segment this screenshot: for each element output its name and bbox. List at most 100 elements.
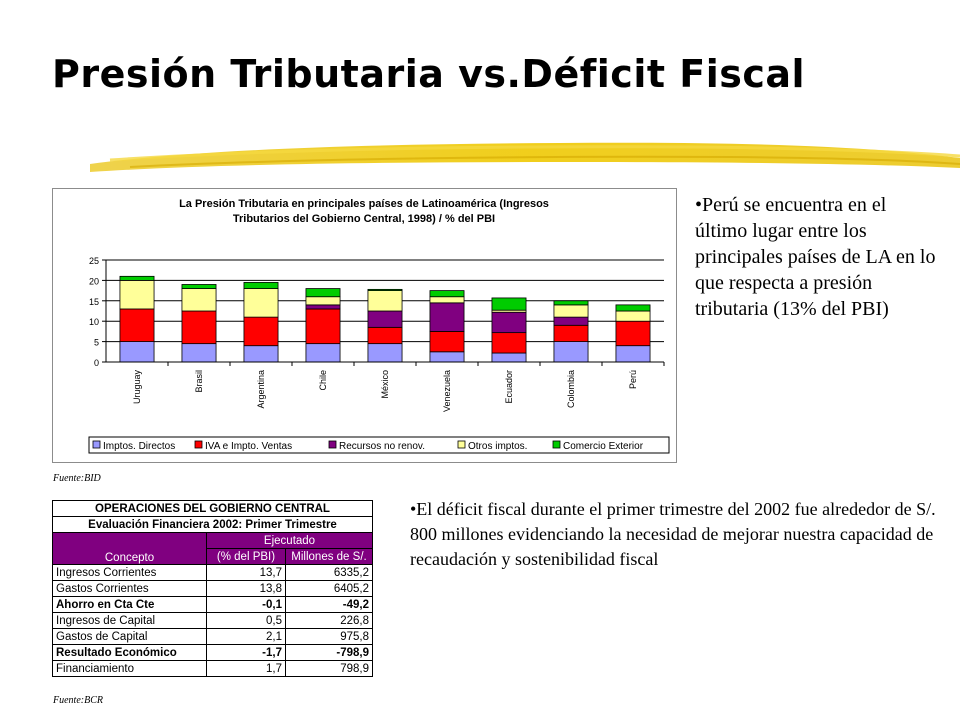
legend-swatch [92, 440, 101, 449]
legend-label: Imptos. Directos [103, 441, 175, 452]
y-tick-label: 5 [94, 338, 99, 348]
bar-segment [491, 332, 527, 354]
y-tick-label: 25 [89, 256, 99, 266]
legend-label: Otros imptos. [468, 441, 527, 452]
row-label: Gastos de Capital [52, 628, 207, 645]
table-row: Financiamiento 1,7 798,9 [52, 660, 373, 677]
bar-segment [615, 310, 651, 322]
y-tick-label: 20 [89, 276, 99, 286]
bar-segment [181, 284, 217, 289]
table-title: OPERACIONES DEL GOBIERNO CENTRAL [52, 500, 373, 517]
row-mill: 975,8 [285, 628, 373, 645]
bar-segment [367, 326, 403, 345]
x-tick-label: Chile [318, 370, 328, 391]
chart-source: Fuente:BID [53, 473, 101, 484]
yellow-brush-stroke [90, 142, 960, 172]
bar-segment [615, 304, 651, 312]
row-mill: 6405,2 [285, 580, 373, 597]
y-tick-label: 15 [89, 297, 99, 307]
bar-segment [615, 345, 651, 363]
legend-swatch [552, 440, 561, 449]
bar-segment [553, 324, 589, 342]
bar-segment [305, 308, 341, 345]
bar-segment [553, 316, 589, 326]
row-mill: -798,9 [285, 644, 373, 661]
legend-label: IVA e Impto. Ventas [205, 441, 292, 452]
bar-segment [305, 288, 341, 298]
bar-segment [367, 288, 403, 291]
row-mill: 6335,2 [285, 564, 373, 581]
bar-segment [553, 304, 589, 318]
bar-segment [243, 288, 279, 318]
x-tick-label: Perú [628, 370, 638, 389]
row-pct: 13,7 [206, 564, 286, 581]
y-tick-label: 0 [94, 358, 99, 368]
col-group-header: Ejecutado [206, 532, 373, 549]
bar-segment [553, 300, 589, 306]
x-tick-label: Venezuela [442, 370, 452, 412]
row-pct: 2,1 [206, 628, 286, 645]
bar-segment [367, 343, 403, 363]
bar-segment [429, 296, 465, 304]
legend-swatch [328, 440, 337, 449]
table-row: Resultado Económico -1,7 -798,9 [52, 644, 373, 661]
row-label: Ingresos Corrientes [52, 564, 207, 581]
col-mill-header: Millones de S/. [285, 548, 373, 565]
legend-swatch [194, 440, 203, 449]
bar-segment [491, 311, 527, 334]
bar-segment [615, 320, 651, 347]
legend-label: Recursos no renov. [339, 441, 425, 452]
bar-segment [429, 302, 465, 332]
table-row: Gastos Corrientes 13,8 6405,2 [52, 580, 373, 597]
row-pct: 13,8 [206, 580, 286, 597]
bar-segment [429, 290, 465, 298]
row-pct: -1,7 [206, 644, 286, 661]
row-pct: 0,5 [206, 612, 286, 629]
table-row: Ingresos Corrientes 13,7 6335,2 [52, 564, 373, 581]
bar-segment [367, 310, 403, 328]
bar-segment [429, 330, 465, 353]
row-label: Ingresos de Capital [52, 612, 207, 629]
x-tick-label: México [380, 370, 390, 399]
government-operations-table: OPERACIONES DEL GOBIERNO CENTRAL Evaluac… [52, 500, 373, 677]
col-pct-header: (% del PBI) [206, 548, 286, 565]
bar-segment [243, 345, 279, 363]
col-concept-header: Concepto [52, 532, 207, 565]
table-subtitle: Evaluación Financiera 2002: Primer Trime… [52, 516, 373, 533]
bar-segment [491, 352, 527, 363]
bar-segment [119, 280, 155, 310]
bar-segment [429, 351, 465, 363]
row-mill: 226,8 [285, 612, 373, 629]
x-tick-label: Colombia [566, 370, 576, 408]
row-label: Ahorro en Cta Cte [52, 596, 207, 613]
bar-segment [243, 316, 279, 347]
bar-segment [181, 310, 217, 345]
bar-segment [119, 275, 155, 281]
bar-segment [119, 308, 155, 342]
chart-canvas: La Presión Tributaria en principales paí… [88, 198, 670, 454]
bar-segment [305, 304, 341, 310]
chart-title-line: Tributarios del Gobierno Central, 1998) … [233, 213, 495, 225]
bullet-peru-tax-pressure: •Perú se encuentra en el último lugar en… [695, 194, 936, 320]
bar-segment [243, 282, 279, 289]
bar-segment [491, 297, 527, 311]
row-label: Financiamiento [52, 660, 207, 677]
bullet-fiscal-deficit: •El déficit fiscal durante el primer tri… [410, 499, 936, 569]
row-label: Resultado Económico [52, 644, 207, 661]
row-pct: 1,7 [206, 660, 286, 677]
table-row: Ingresos de Capital 0,5 226,8 [52, 612, 373, 629]
bar-segment [305, 343, 341, 363]
row-mill: -49,2 [285, 596, 373, 613]
x-tick-label: Brasil [194, 370, 204, 393]
row-label: Gastos Corrientes [52, 580, 207, 597]
table-row: Gastos de Capital 2,1 975,8 [52, 628, 373, 645]
x-tick-label: Uruguay [132, 370, 142, 405]
table-source: Fuente:BCR [53, 695, 103, 706]
row-mill: 798,9 [285, 660, 373, 677]
slide-title: Presión Tributaria vs.Déficit Fiscal [52, 52, 806, 96]
bar-segment [305, 296, 341, 306]
bar-segment [553, 341, 589, 363]
chart-title-line: La Presión Tributaria en principales paí… [179, 198, 549, 210]
legend-swatch [457, 440, 466, 449]
bar-segment [119, 341, 155, 363]
